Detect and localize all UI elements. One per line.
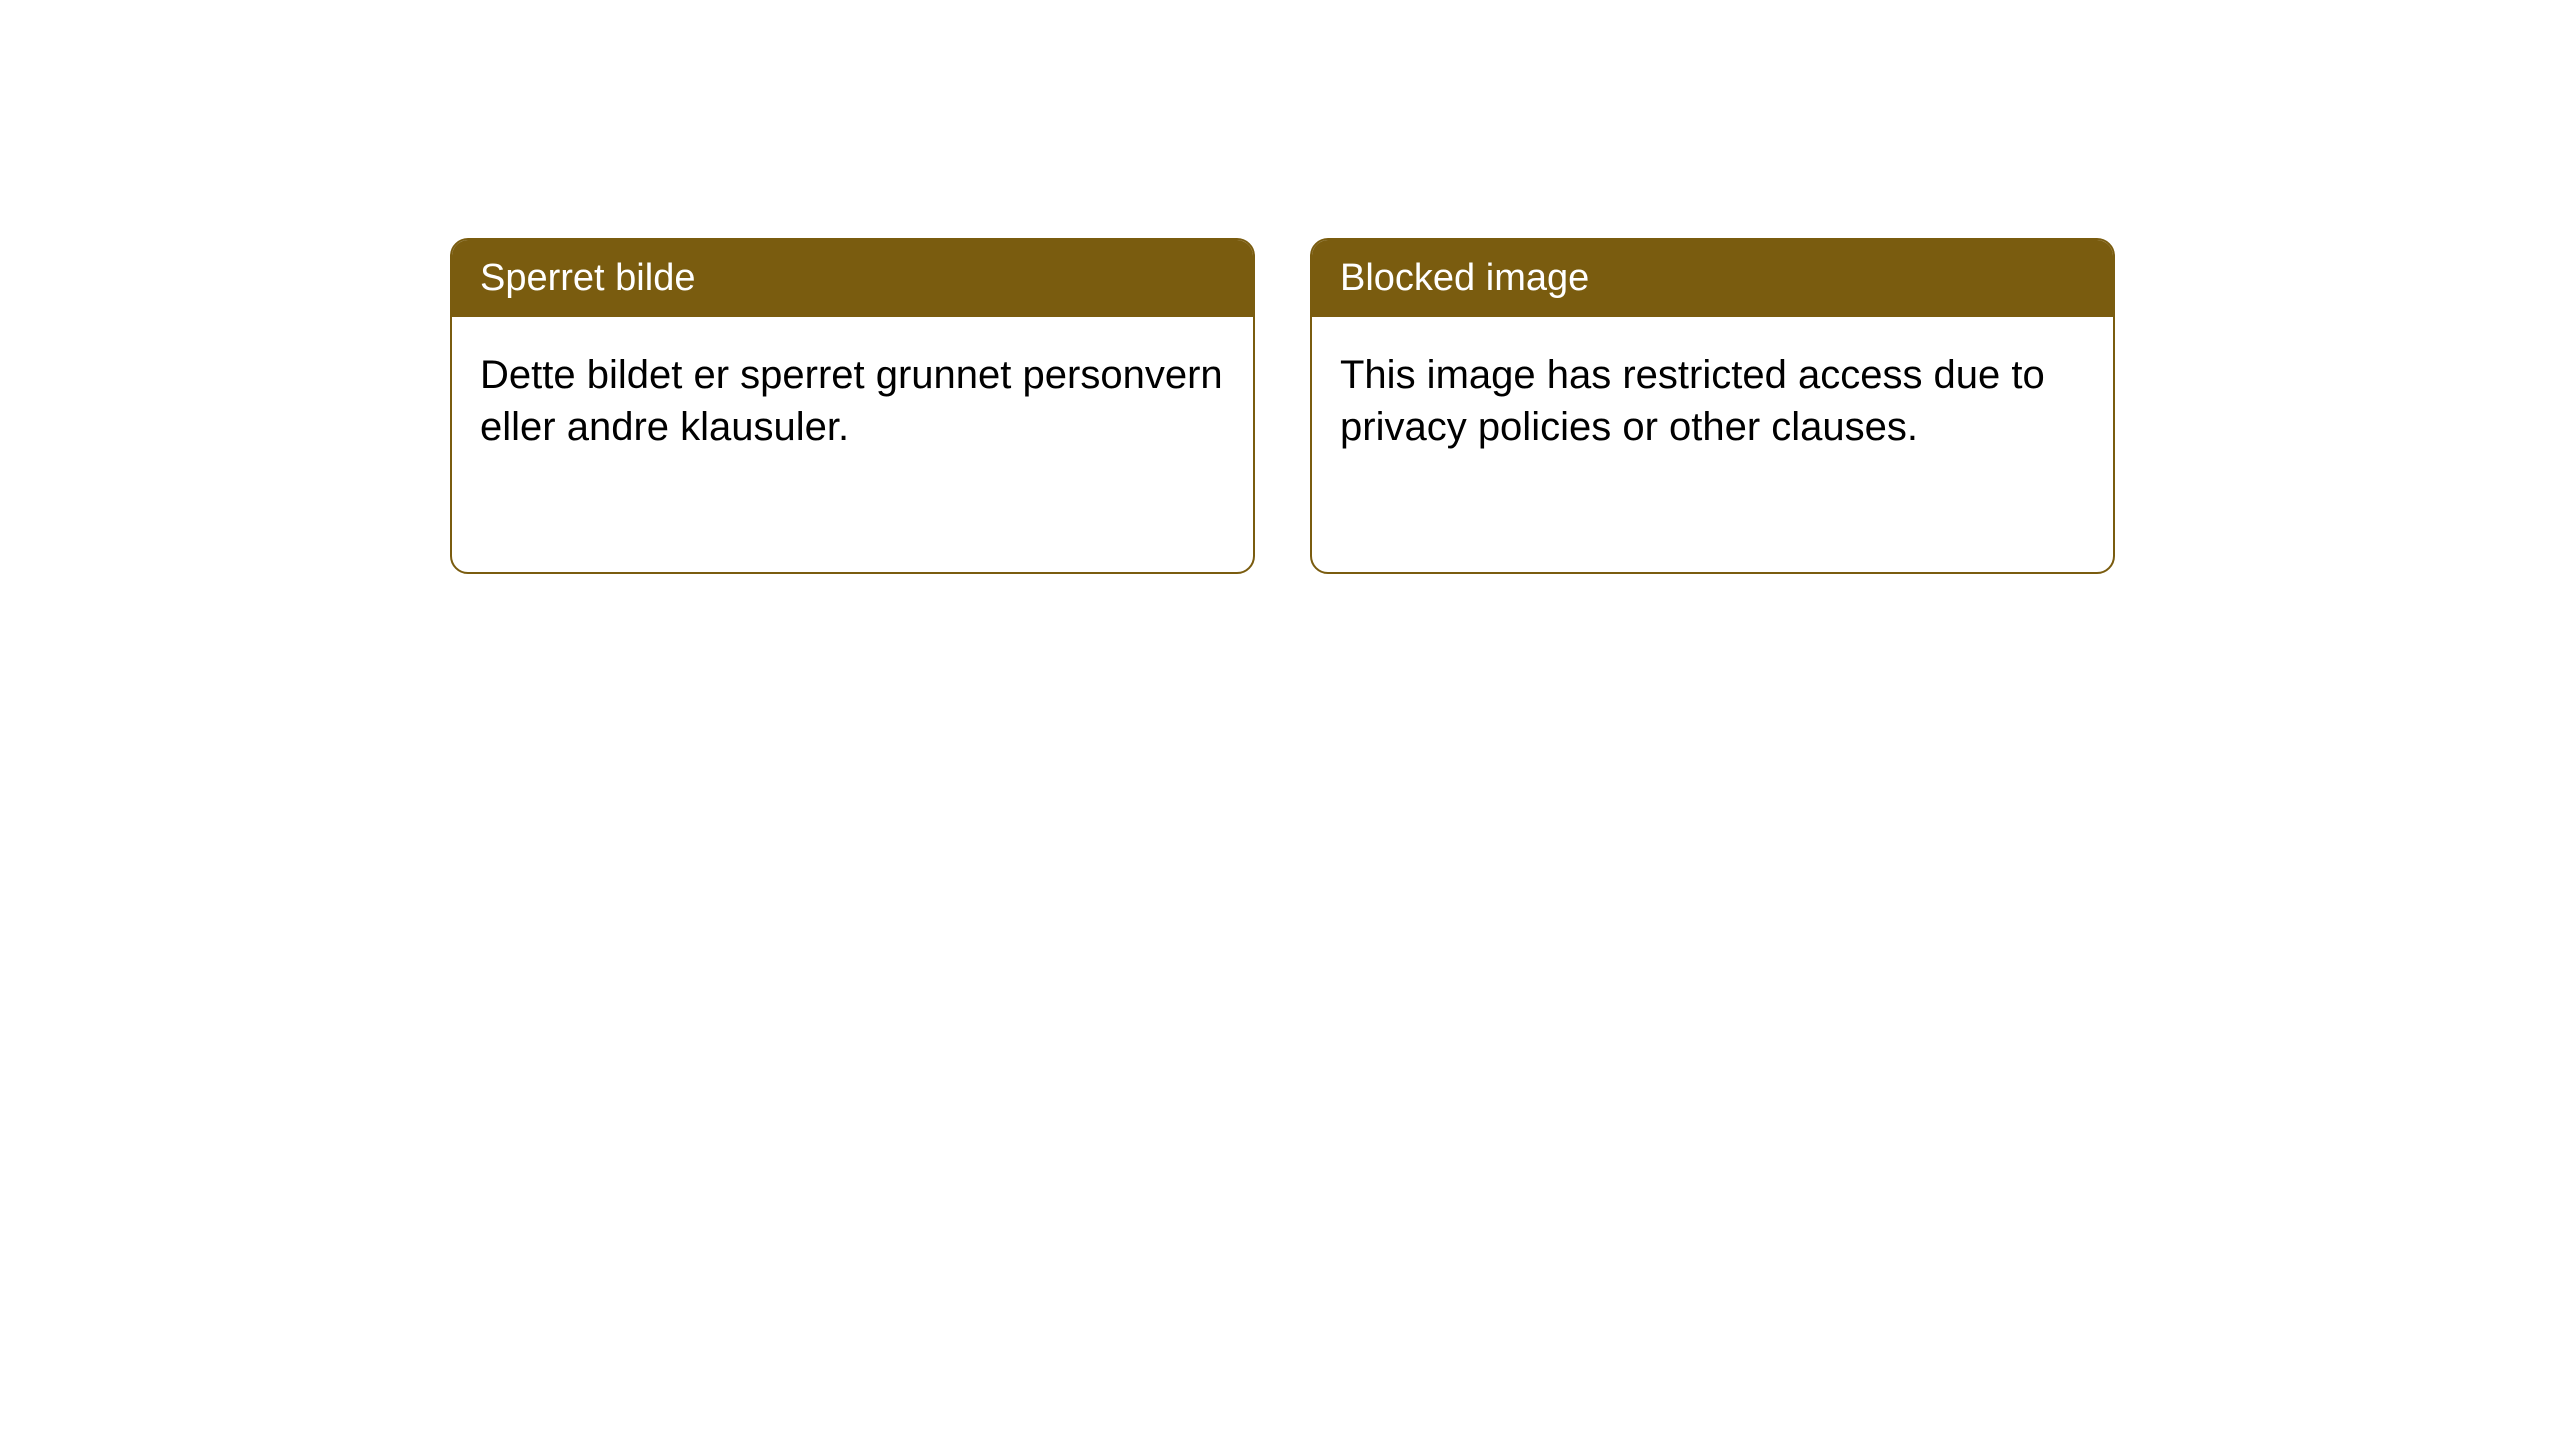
card-body-text: This image has restricted access due to …	[1340, 353, 2045, 449]
card-header: Sperret bilde	[452, 240, 1253, 317]
card-header: Blocked image	[1312, 240, 2113, 317]
notice-card-english: Blocked image This image has restricted …	[1310, 238, 2115, 574]
notice-card-norwegian: Sperret bilde Dette bildet er sperret gr…	[450, 238, 1255, 574]
card-title: Blocked image	[1340, 257, 1589, 299]
card-body-text: Dette bildet er sperret grunnet personve…	[480, 353, 1223, 449]
notice-container: Sperret bilde Dette bildet er sperret gr…	[450, 238, 2115, 574]
card-body: Dette bildet er sperret grunnet personve…	[452, 317, 1253, 485]
card-body: This image has restricted access due to …	[1312, 317, 2113, 485]
card-title: Sperret bilde	[480, 257, 695, 299]
